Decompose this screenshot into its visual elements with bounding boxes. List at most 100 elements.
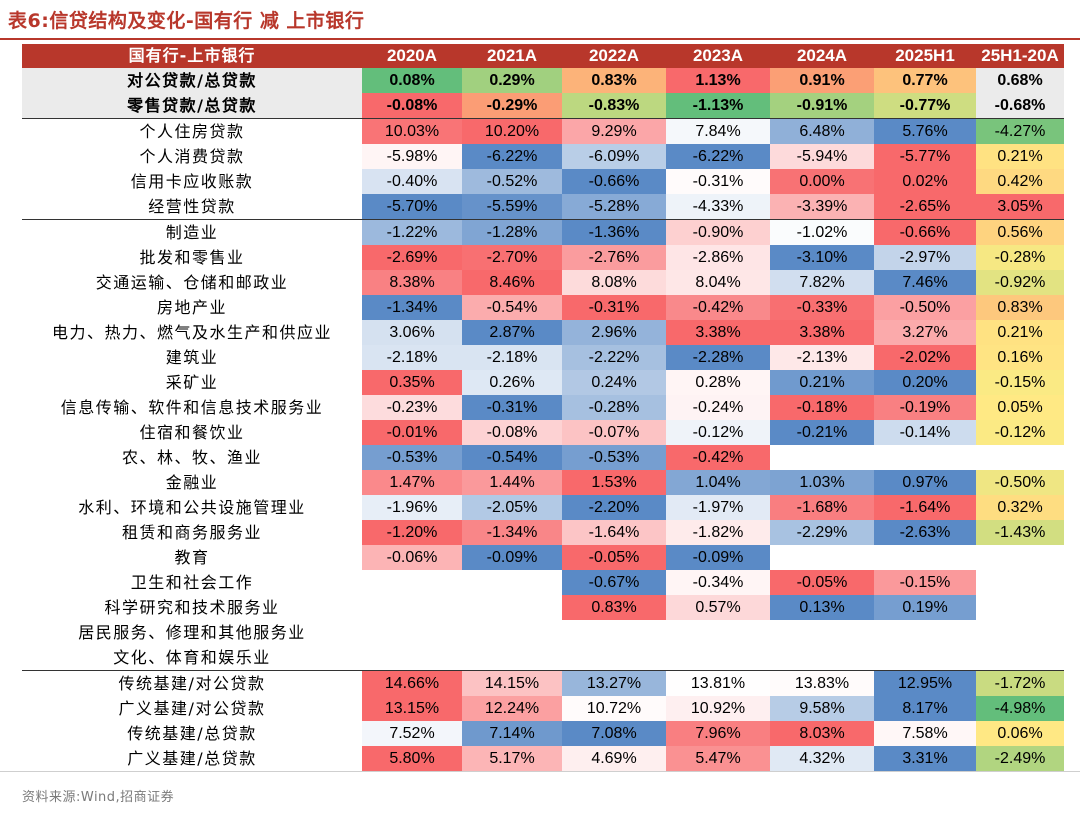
value-cell: 10.72% xyxy=(562,696,666,721)
footer-rule xyxy=(0,771,1080,772)
value-cell: 12.95% xyxy=(874,670,976,696)
table-row: 租赁和商务服务业 -1.20% -1.34% -1.64% -1.82% -2.29% -2… xyxy=(22,520,1064,545)
value-cell: -0.15% xyxy=(874,570,976,595)
value-cell: 12.24% xyxy=(462,696,562,721)
value-cell: 0.26% xyxy=(462,370,562,395)
table-row: 对公贷款/总贷款 0.08% 0.29% 0.83% 1.13% 0.91% 0.77% 0.… xyxy=(22,68,1064,93)
value-cell: -2.02% xyxy=(874,345,976,370)
table-row: 房地产业 -1.34% -0.54% -0.31% -0.42% -0.33% -0.50%… xyxy=(22,295,1064,320)
value-cell: 7.52% xyxy=(362,721,462,746)
row-label: 教育 xyxy=(174,548,210,567)
value-cell: 5.17% xyxy=(462,746,562,771)
table-row: 住宿和餐饮业 -0.01% -0.08% -0.07% -0.12% -0.21% -0.1… xyxy=(22,420,1064,445)
value-cell: -1.68% xyxy=(770,495,874,520)
value-cell: -0.05% xyxy=(562,545,666,570)
table-row: 个人住房贷款 10.03% 10.20% 9.29% 7.84% 6.48% 5.76% -4… xyxy=(22,118,1064,144)
col-header: 25H1-20A xyxy=(976,44,1064,68)
value-cell: 0.77% xyxy=(874,68,976,93)
value-cell: -0.12% xyxy=(666,420,770,445)
value-cell: 2.87% xyxy=(462,320,562,345)
value-cell xyxy=(362,645,462,671)
table-row: 零售贷款/总贷款 -0.08% -0.29% -0.83% -1.13% -0.91% -0… xyxy=(22,93,1064,119)
value-cell: -4.33% xyxy=(666,194,770,220)
value-cell: -2.13% xyxy=(770,345,874,370)
value-cell: 1.04% xyxy=(666,470,770,495)
value-cell xyxy=(462,595,562,620)
table-row: 建筑业 -2.18% -2.18% -2.22% -2.28% -2.13% -2.02% 0… xyxy=(22,345,1064,370)
value-cell: -0.06% xyxy=(362,545,462,570)
table-row: 制造业 -1.22% -1.28% -1.36% -0.90% -1.02% -0.66% 0… xyxy=(22,219,1064,245)
value-cell: 2.96% xyxy=(562,320,666,345)
value-cell: 0.83% xyxy=(562,68,666,93)
value-cell: 0.19% xyxy=(874,595,976,620)
value-cell: -0.12% xyxy=(976,420,1064,445)
value-cell: -0.52% xyxy=(462,169,562,194)
col-header: 2025H1 xyxy=(874,44,976,68)
row-label: 批发和零售业 xyxy=(139,248,245,267)
row-label: 对公贷款/总贷款 xyxy=(22,68,362,93)
value-cell: 13.83% xyxy=(770,670,874,696)
value-cell: 0.02% xyxy=(874,169,976,194)
value-cell: 8.04% xyxy=(666,270,770,295)
row-label: 广义基建/总贷款 xyxy=(127,749,257,768)
value-cell: 5.76% xyxy=(874,118,976,144)
value-cell: -0.07% xyxy=(562,420,666,445)
value-cell: 5.47% xyxy=(666,746,770,771)
value-cell: -2.18% xyxy=(462,345,562,370)
row-label: 传统基建/对公贷款 xyxy=(22,670,362,696)
value-cell: -0.67% xyxy=(562,570,666,595)
value-cell: -5.94% xyxy=(770,144,874,169)
table-row: 农、林、牧、渔业 -0.53% -0.54% -0.53% -0.42% xyxy=(22,445,1064,470)
value-cell: -0.54% xyxy=(462,295,562,320)
value-cell: -6.09% xyxy=(562,144,666,169)
value-cell: -0.83% xyxy=(562,93,666,119)
value-cell xyxy=(562,645,666,671)
value-cell: -1.64% xyxy=(562,520,666,545)
value-cell: 8.08% xyxy=(562,270,666,295)
table-row: 批发和零售业 -2.69% -2.70% -2.76% -2.86% -3.10% -2.9… xyxy=(22,245,1064,270)
value-cell: -0.42% xyxy=(666,445,770,470)
value-cell: -6.22% xyxy=(462,144,562,169)
value-cell xyxy=(976,645,1064,671)
value-cell: 0.57% xyxy=(666,595,770,620)
header-row: 国有行-上市银行 2020A 2021A 2022A 2023A 2024A 2… xyxy=(22,44,1064,68)
table-row: 信息传输、软件和信息技术服务业 -0.23% -0.31% -0.28% -0.24% -… xyxy=(22,395,1064,420)
value-cell: 0.20% xyxy=(874,370,976,395)
value-cell: 1.44% xyxy=(462,470,562,495)
value-cell: 7.14% xyxy=(462,721,562,746)
value-cell xyxy=(462,620,562,645)
value-cell: -2.70% xyxy=(462,245,562,270)
col-header: 2024A xyxy=(770,44,874,68)
value-cell: -3.39% xyxy=(770,194,874,220)
value-cell: -1.22% xyxy=(362,219,462,245)
row-label: 卫生和社会工作 xyxy=(130,573,254,592)
table-row: 广义基建/总贷款 5.80% 5.17% 4.69% 5.47% 4.32% 3.31% -2… xyxy=(22,746,1064,771)
row-label: 个人消费贷款 xyxy=(139,147,245,166)
value-cell: -1.43% xyxy=(976,520,1064,545)
value-cell xyxy=(666,645,770,671)
value-cell xyxy=(874,620,976,645)
value-cell: -1.96% xyxy=(362,495,462,520)
value-cell: -0.09% xyxy=(462,545,562,570)
value-cell: -0.66% xyxy=(562,169,666,194)
value-cell: -1.82% xyxy=(666,520,770,545)
value-cell: 0.21% xyxy=(976,144,1064,169)
value-cell: -1.34% xyxy=(362,295,462,320)
value-cell: -0.28% xyxy=(976,245,1064,270)
value-cell: 1.47% xyxy=(362,470,462,495)
value-cell: -1.36% xyxy=(562,219,666,245)
value-cell: 9.58% xyxy=(770,696,874,721)
value-cell: -0.50% xyxy=(874,295,976,320)
value-cell: -4.27% xyxy=(976,118,1064,144)
value-cell: 6.48% xyxy=(770,118,874,144)
value-cell xyxy=(562,620,666,645)
value-cell: 0.28% xyxy=(666,370,770,395)
value-cell: 0.05% xyxy=(976,395,1064,420)
value-cell: 8.17% xyxy=(874,696,976,721)
value-cell: 4.32% xyxy=(770,746,874,771)
table-row: 科学研究和技术服务业 0.83% 0.57% 0.13% 0.19% xyxy=(22,595,1064,620)
value-cell: -2.05% xyxy=(462,495,562,520)
value-cell: -0.40% xyxy=(362,169,462,194)
value-cell: 0.06% xyxy=(976,721,1064,746)
value-cell: 0.16% xyxy=(976,345,1064,370)
